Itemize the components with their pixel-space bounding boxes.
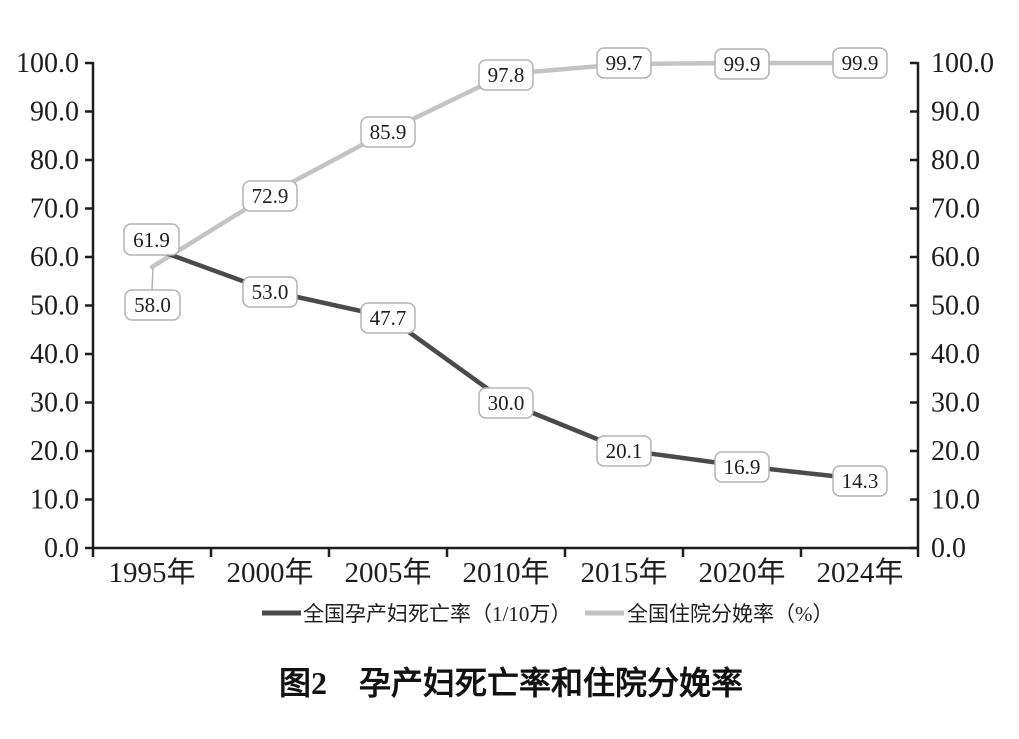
x-axis-label: 2010年 — [462, 556, 549, 589]
left-tick-label: 0.0 — [44, 533, 79, 564]
legend-label-mortality: 全国孕产妇死亡率（1/10万） — [303, 602, 571, 626]
data-label-box — [478, 59, 534, 91]
x-axis-ticks — [91, 548, 920, 557]
label-leader-line — [151, 267, 154, 291]
data-label: 47.7 — [370, 306, 407, 330]
left-axis-ticks — [85, 61, 93, 550]
data-label: 99.9 — [724, 52, 761, 76]
data-label: 14.3 — [842, 469, 879, 493]
figure-caption: 图2 孕产妇死亡率和住院分娩率 — [279, 665, 743, 701]
left-tick-label: 30.0 — [30, 388, 79, 419]
right-tick-label: 50.0 — [931, 291, 980, 322]
x-axis-label: 2024年 — [816, 556, 903, 589]
x-axis-label: 2005年 — [344, 556, 431, 589]
data-label-boxes — [123, 47, 888, 497]
delivery-rate-line — [149, 60, 863, 270]
left-tick-label: 10.0 — [30, 485, 79, 516]
x-axis-label: 1995年 — [108, 556, 195, 589]
chart-legend: 全国孕产妇死亡率（1/10万） 全国住院分娩率（%） — [262, 602, 834, 626]
data-label: 16.9 — [724, 455, 761, 479]
data-label: 53.0 — [252, 280, 289, 304]
data-label-box — [123, 223, 180, 256]
left-tick-label: 90.0 — [30, 97, 79, 128]
data-label: 30.0 — [488, 391, 525, 415]
data-label-box — [360, 116, 416, 148]
left-tick-label: 20.0 — [30, 436, 79, 467]
data-label: 72.9 — [252, 184, 289, 208]
data-label-box — [596, 47, 652, 79]
x-axis-label: 2020年 — [698, 556, 785, 589]
data-label-box — [478, 387, 534, 419]
data-label: 85.9 — [370, 120, 407, 144]
x-axis-label: 2000年 — [226, 556, 313, 589]
left-tick-label: 40.0 — [30, 339, 79, 370]
right-tick-label: 100.0 — [931, 48, 994, 79]
data-label-box — [714, 451, 770, 483]
data-label: 61.9 — [133, 228, 170, 252]
data-label-box — [242, 180, 298, 212]
legend-label-delivery: 全国住院分娩率（%） — [627, 602, 834, 626]
right-tick-label: 40.0 — [931, 339, 980, 370]
x-axis-labels: 1995年 2000年 2005年 2010年 2015年 2020年 2024… — [108, 556, 903, 589]
data-label-box — [360, 302, 416, 334]
left-tick-label: 70.0 — [30, 194, 79, 225]
data-label-box — [242, 276, 298, 308]
right-axis-ticks — [910, 61, 918, 550]
right-tick-label: 70.0 — [931, 194, 980, 225]
data-label: 99.9 — [842, 51, 879, 75]
data-label-box — [714, 48, 770, 80]
right-axis-tick-labels: 100.0 90.0 80.0 70.0 60.0 50.0 40.0 30.0… — [931, 48, 994, 564]
right-tick-label: 10.0 — [931, 485, 980, 516]
mortality-data-labels: 61.9 53.0 47.7 30.0 20.1 16.9 14.3 — [133, 228, 878, 493]
left-tick-label: 100.0 — [16, 48, 79, 79]
right-tick-label: 30.0 — [931, 388, 980, 419]
right-tick-label: 80.0 — [931, 145, 980, 176]
right-tick-label: 0.0 — [931, 533, 966, 564]
data-label: 99.7 — [606, 51, 643, 75]
left-tick-label: 50.0 — [30, 291, 79, 322]
left-tick-label: 80.0 — [30, 145, 79, 176]
data-label: 97.8 — [488, 63, 525, 87]
x-axis-label: 2015年 — [580, 556, 667, 589]
data-label-box — [124, 289, 181, 321]
data-label-box — [832, 465, 888, 497]
right-tick-label: 90.0 — [931, 97, 980, 128]
delivery-data-labels: 58.0 72.9 85.9 97.8 99.7 99.9 99.9 — [134, 51, 878, 317]
data-label: 20.1 — [606, 439, 643, 463]
data-label: 58.0 — [134, 293, 171, 317]
data-label-box — [832, 47, 888, 79]
left-axis-tick-labels: 100.0 90.0 80.0 70.0 60.0 50.0 40.0 30.0… — [16, 48, 79, 564]
right-tick-label: 60.0 — [931, 242, 980, 273]
right-tick-label: 20.0 — [931, 436, 980, 467]
left-tick-label: 60.0 — [30, 242, 79, 273]
data-label-box — [596, 435, 652, 467]
